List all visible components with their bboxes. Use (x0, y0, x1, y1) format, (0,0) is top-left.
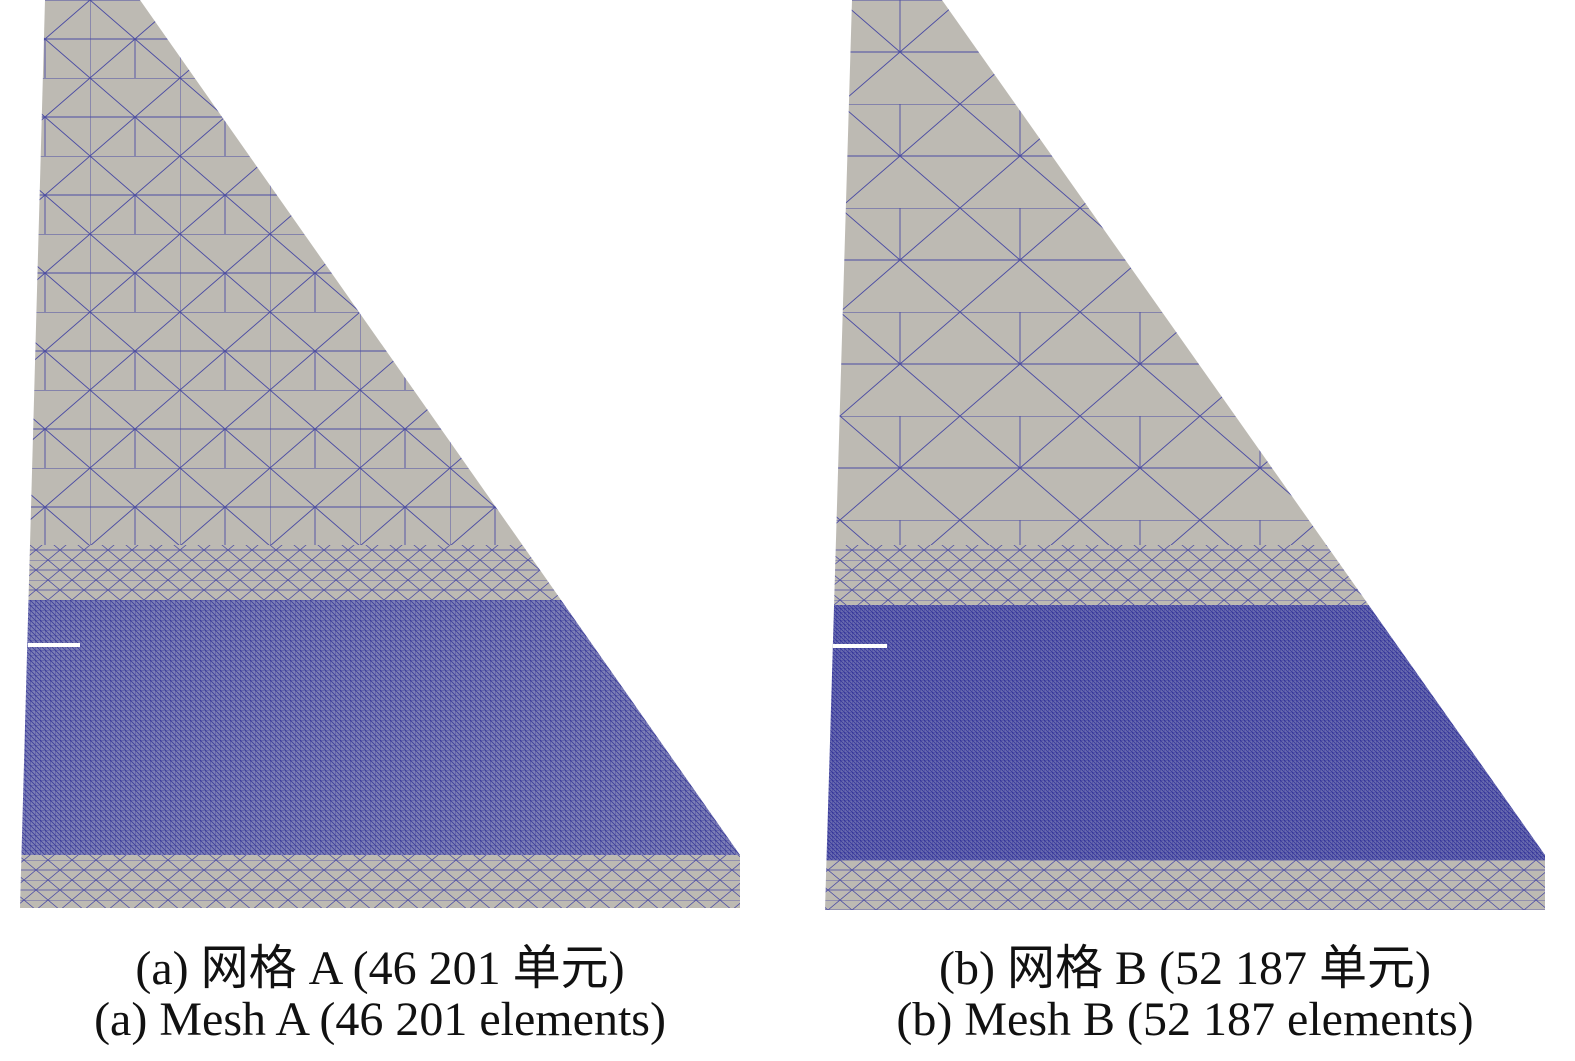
transition-mesh (20, 545, 740, 600)
caption-zh: (a) 网格 A (46 201 单元) (135, 942, 625, 995)
fine-mesh (20, 600, 740, 855)
bottom-mesh (825, 860, 1545, 910)
fine-mesh (825, 605, 1545, 860)
caption-en: (a) Mesh A (46 201 elements) (94, 993, 666, 1046)
coarse-mesh (825, 0, 1545, 545)
mesh-a (20, 0, 740, 908)
mesh-images (20, 0, 1545, 910)
caption-en: (b) Mesh B (52 187 elements) (896, 993, 1474, 1046)
coarse-mesh (20, 0, 740, 545)
bottom-mesh (20, 855, 740, 908)
transition-mesh (825, 545, 1545, 605)
mesh-b (825, 0, 1545, 910)
caption-zh: (b) 网格 B (52 187 单元) (939, 942, 1431, 995)
